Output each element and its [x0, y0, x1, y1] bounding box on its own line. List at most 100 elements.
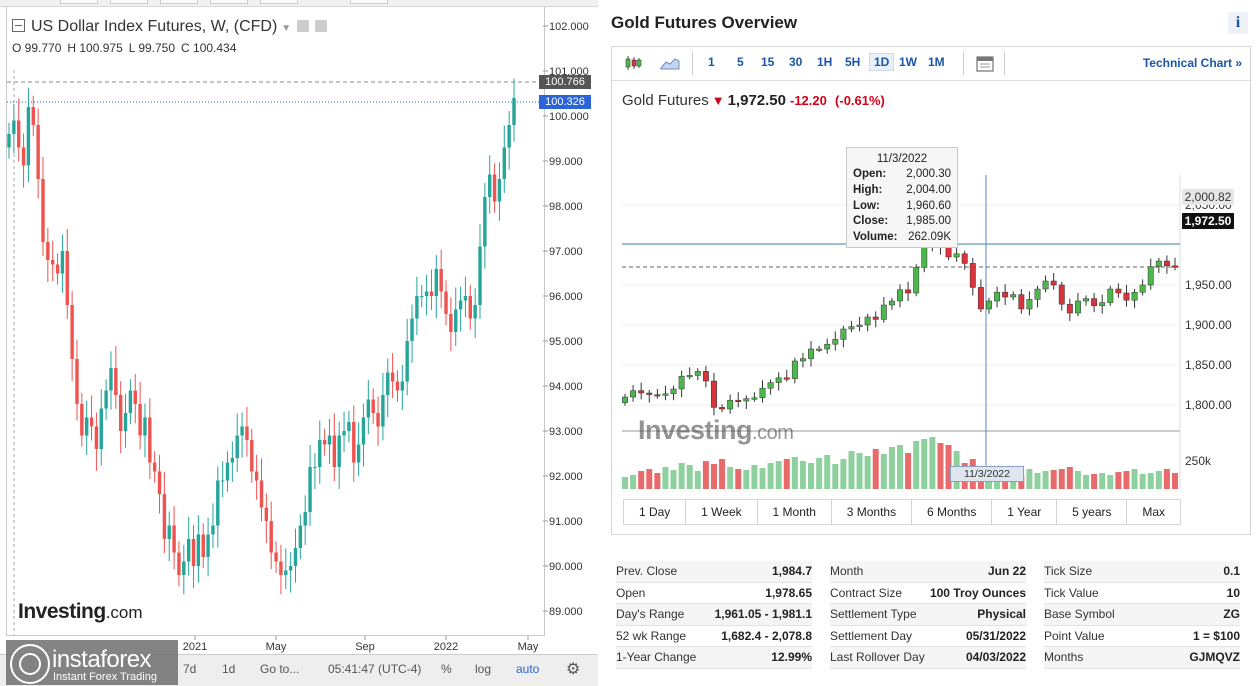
tooltip-high-label: High: [853, 183, 883, 196]
gold-candle-body [1115, 288, 1122, 294]
range-1-month[interactable]: 1 Month [758, 500, 832, 524]
chart-title[interactable]: US Dollar Index Futures, W, (CFD) ▼ [12, 18, 328, 36]
volume-bar [1058, 469, 1065, 489]
eye-icon[interactable] [297, 20, 310, 32]
gold-candle-body [816, 348, 823, 351]
dxy-candle-body [318, 440, 322, 467]
price-axis-label: 98.000 [549, 201, 583, 213]
dxy-candle-body [303, 512, 307, 526]
gold-candle-body [743, 398, 750, 402]
range-1-year[interactable]: 1 Year [992, 500, 1058, 524]
log-toggle[interactable]: log [475, 662, 492, 676]
dxy-candle-body [196, 534, 201, 566]
volume-bar [678, 463, 685, 489]
interval-5-button[interactable]: 5 [737, 55, 744, 69]
range-1-week[interactable]: 1 Week [686, 500, 758, 524]
chevron-down-icon[interactable]: ▼ [281, 23, 292, 34]
range-5-years[interactable]: 5 years [1057, 500, 1128, 524]
stat-value: 1,961.05 - 1,981.1 [714, 607, 812, 622]
gold-candle-body [905, 289, 912, 294]
auto-toggle[interactable]: auto [516, 662, 540, 676]
stat-row: 52 wk Range 1,682.4 - 2,078.8 [616, 626, 812, 648]
time-axis-label: May [266, 641, 287, 653]
stat-label: Last Rollover Day [830, 650, 925, 665]
candlestick-type-icon[interactable] [624, 55, 642, 71]
dxy-candlestick-chart[interactable]: 102.000101.000100.00099.00098.00097.0009… [0, 0, 598, 654]
interval-1m-button[interactable]: 1M [928, 55, 945, 69]
interval-1w-button[interactable]: 1W [899, 55, 917, 69]
range-3-months[interactable]: 3 Months [832, 500, 913, 524]
dxy-candle-body [308, 467, 312, 512]
interval-30-button[interactable]: 30 [789, 55, 803, 69]
volume-bar [897, 445, 903, 489]
last-price-label: 1,972.50 [1182, 213, 1234, 229]
volume-bar [945, 445, 952, 489]
interval-1-button[interactable]: 1 [708, 55, 715, 69]
gold-candle-body [1083, 298, 1089, 302]
gold-candle-body [1107, 288, 1114, 303]
dxy-candle-body [84, 417, 89, 436]
gold-candle-body [711, 380, 717, 408]
gold-candle-body [678, 375, 685, 390]
dxy-candle-body [381, 395, 385, 427]
interval-1h-button[interactable]: 1H [817, 55, 833, 69]
dxy-candle-body [284, 570, 288, 575]
range-1-day[interactable]: 1 Day [624, 500, 687, 524]
dxy-candle-body [80, 404, 84, 436]
stat-label: Base Symbol [1044, 607, 1115, 622]
interval-5h-button[interactable]: 5H [845, 55, 861, 69]
gold-candle-body [654, 394, 661, 397]
area-chart-icon[interactable] [660, 56, 680, 70]
dxy-candle-body [361, 417, 366, 445]
gear-icon[interactable]: ⚙ [566, 661, 581, 678]
interval-1d-button[interactable]: 1D [869, 53, 895, 71]
gold-candle-body [662, 393, 669, 396]
dxy-candle-body [371, 399, 375, 413]
volume-bar [1042, 471, 1049, 489]
settings-mini-icon[interactable] [315, 20, 328, 32]
stat-label: Prev. Close [616, 564, 678, 578]
stat-label: Month [830, 564, 864, 578]
range-max[interactable]: Max [1142, 505, 1166, 519]
ohlc-low: L 99.750 [128, 41, 176, 55]
technical-chart-link[interactable]: Technical Chart » [1142, 56, 1242, 70]
stat-label: Open [616, 585, 646, 600]
volume-bar [905, 453, 912, 489]
volume-bar [1066, 467, 1073, 489]
stat-value: 1 = $100 [1192, 628, 1240, 643]
dxy-candle-body [449, 314, 453, 332]
gold-candle-body [694, 371, 701, 376]
tooltip-close-label: Close: [853, 215, 889, 228]
dxy-candle-body [109, 368, 113, 391]
interval-15-button[interactable]: 15 [761, 55, 775, 69]
range-6-months[interactable]: 6 Months [912, 500, 993, 524]
range-7d-button[interactable]: 7d [183, 662, 197, 676]
volume-bar [791, 457, 798, 489]
dxy-candle-body [507, 125, 511, 148]
instrument-name: Gold Futures [622, 92, 709, 109]
range-1d-button[interactable]: 1d [222, 662, 236, 676]
dxy-candle-body [332, 435, 337, 467]
gold-chart-box: 1 5 15 30 1H 5H 1D 1W 1M Technical Chart… [611, 46, 1251, 535]
dxy-candle-body [133, 390, 137, 404]
volume-bar [1131, 469, 1138, 489]
dxy-candle-body [17, 120, 21, 148]
info-icon[interactable]: i [1228, 12, 1248, 34]
dxy-candle-body [439, 269, 443, 292]
down-arrow-icon: ▼ [711, 93, 725, 108]
volume-bar [630, 475, 637, 489]
volume-bar [654, 473, 661, 489]
goto-button[interactable]: Go to... [260, 662, 300, 676]
volume-bar [1026, 469, 1033, 489]
price-axis-label: 95.000 [549, 336, 583, 348]
stat-value: 04/03/2022 [965, 650, 1026, 665]
percent-toggle[interactable]: % [441, 662, 452, 676]
stat-label: 1-Year Change [616, 650, 697, 665]
gold-candle-body [702, 371, 709, 382]
gold-candle-body [670, 388, 677, 395]
collapse-icon[interactable] [12, 19, 25, 32]
instaforex-tagline: Instant Forex Trading [53, 671, 157, 683]
stat-value: 1,978.65 [765, 585, 812, 600]
calendar-icon[interactable] [976, 55, 994, 72]
dxy-candle-body [444, 291, 448, 314]
